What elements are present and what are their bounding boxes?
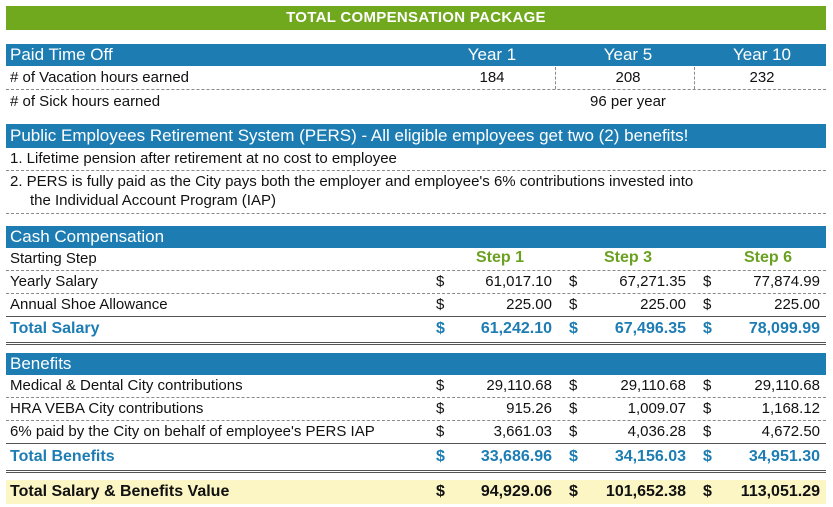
- shoe-allowance-step-1: 225.00: [506, 296, 552, 313]
- currency-symbol: $: [703, 423, 712, 440]
- yearly-salary-step-3: 67,271.35: [619, 273, 686, 290]
- shoe-allowance-step-6: 225.00: [774, 296, 820, 313]
- total-benefits-row: Total Benefits $ 33,686.96 $ 34,156.03 $…: [6, 446, 826, 473]
- step-1-header: Step 1: [475, 249, 524, 266]
- vacation-year-10: 232: [749, 69, 775, 86]
- pto-heading: Paid Time Off: [10, 45, 113, 64]
- currency-symbol: $: [703, 400, 712, 417]
- total-salary-step-1: 61,242.10: [480, 320, 552, 337]
- sick-label: # of Sick hours earned: [10, 93, 161, 110]
- benefits-heading: Benefits: [10, 354, 72, 373]
- vacation-year-5: 208: [615, 69, 641, 86]
- column-divider: [555, 67, 556, 89]
- shoe-allowance-label: Annual Shoe Allowance: [10, 296, 168, 313]
- total-salary-step-6: 78,099.99: [748, 320, 820, 337]
- pers-item-1-row: 1. Lifetime pension after retirement at …: [6, 148, 826, 171]
- total-benefits-step-6: 34,951.30: [748, 448, 820, 465]
- currency-symbol: $: [703, 320, 712, 337]
- currency-symbol: $: [436, 320, 445, 337]
- starting-step-label: Starting Step: [10, 250, 97, 267]
- pers-iap-step-1: 3,661.03: [493, 423, 552, 440]
- pers-item-2-line-1: 2. PERS is fully paid as the City pays b…: [10, 173, 694, 190]
- currency-symbol: $: [569, 296, 578, 313]
- pers-heading: Public Employees Retirement System (PERS…: [10, 126, 689, 145]
- medical-dental-step-3: 29,110.68: [620, 377, 686, 394]
- pers-iap-step-3: 4,036.28: [627, 423, 686, 440]
- hra-veba-step-1: 915.26: [506, 400, 552, 417]
- column-divider: [694, 67, 695, 89]
- hra-veba-step-6: 1,168.12: [761, 400, 820, 417]
- currency-symbol: $: [569, 423, 578, 440]
- currency-symbol: $: [569, 273, 578, 290]
- currency-symbol: $: [569, 320, 578, 337]
- medical-dental-step-1: 29,110.68: [486, 377, 552, 394]
- medical-dental-row: Medical & Dental City contributions $ 29…: [6, 375, 826, 398]
- currency-symbol: $: [436, 296, 445, 313]
- currency-symbol: $: [703, 448, 712, 465]
- currency-symbol: $: [569, 400, 578, 417]
- medical-dental-step-6: 29,110.68: [754, 377, 820, 394]
- grand-total-step-3: 101,652.38: [605, 483, 686, 500]
- year-5-header: Year 5: [603, 45, 653, 64]
- sick-row: # of Sick hours earned 96 per year: [6, 90, 826, 113]
- pers-iap-row: 6% paid by the City on behalf of employe…: [6, 421, 826, 444]
- currency-symbol: $: [703, 296, 712, 313]
- year-10-header: Year 10: [733, 45, 791, 64]
- vacation-row: # of Vacation hours earned 184 208 232: [6, 67, 826, 90]
- step-6-header: Step 6: [743, 249, 792, 266]
- shoe-allowance-row: Annual Shoe Allowance $ 225.00 $ 225.00 …: [6, 294, 826, 317]
- vacation-label: # of Vacation hours earned: [10, 69, 190, 86]
- medical-dental-label: Medical & Dental City contributions: [10, 377, 243, 394]
- total-benefits-step-1: 33,686.96: [480, 448, 552, 465]
- grand-total-step-6: 113,051.29: [740, 483, 820, 500]
- cash-heading: Cash Compensation: [10, 227, 165, 246]
- currency-symbol: $: [436, 423, 445, 440]
- currency-symbol: $: [436, 400, 445, 417]
- pers-iap-step-6: 4,672.50: [761, 423, 820, 440]
- currency-symbol: $: [436, 273, 445, 290]
- total-salary-step-3: 67,496.35: [614, 320, 686, 337]
- total-salary-row: Total Salary $ 61,242.10 $ 67,496.35 $ 7…: [6, 318, 826, 345]
- hra-veba-row: HRA VEBA City contributions $ 915.26 $ 1…: [6, 398, 826, 421]
- pers-item-2-row: 2. PERS is fully paid as the City pays b…: [6, 171, 826, 214]
- total-benefits-label: Total Benefits: [10, 448, 115, 465]
- currency-symbol: $: [436, 377, 445, 394]
- currency-symbol: $: [569, 448, 578, 465]
- hra-veba-label: HRA VEBA City contributions: [10, 400, 204, 417]
- starting-step-row: Starting Step Step 1 Step 3 Step 6: [6, 248, 826, 271]
- currency-symbol: $: [436, 448, 445, 465]
- grand-total-step-1: 94,929.06: [480, 483, 552, 500]
- currency-symbol: $: [436, 483, 445, 500]
- total-benefits-step-3: 34,156.03: [614, 448, 686, 465]
- currency-symbol: $: [703, 377, 712, 394]
- shoe-allowance-step-3: 225.00: [640, 296, 686, 313]
- cash-header: Cash Compensation: [6, 226, 826, 248]
- year-1-header: Year 1: [467, 45, 517, 64]
- pers-item-1: 1. Lifetime pension after retirement at …: [10, 150, 397, 167]
- pers-header: Public Employees Retirement System (PERS…: [6, 124, 826, 148]
- yearly-salary-row: Yearly Salary $ 61,017.10 $ 67,271.35 $ …: [6, 271, 826, 294]
- yearly-salary-step-1: 61,017.10: [485, 273, 552, 290]
- vacation-year-1: 184: [479, 69, 505, 86]
- yearly-salary-label: Yearly Salary: [10, 273, 98, 290]
- step-3-header: Step 3: [603, 249, 652, 266]
- hra-veba-step-3: 1,009.07: [627, 400, 686, 417]
- grand-total-row: Total Salary & Benefits Value $ 94,929.0…: [6, 480, 826, 504]
- total-salary-label: Total Salary: [10, 320, 100, 337]
- currency-symbol: $: [569, 377, 578, 394]
- pers-item-2-line-2: the Individual Account Program (IAP): [30, 192, 276, 209]
- page-title: TOTAL COMPENSATION PACKAGE: [6, 6, 826, 30]
- currency-symbol: $: [569, 483, 578, 500]
- currency-symbol: $: [703, 483, 712, 500]
- yearly-salary-step-6: 77,874.99: [753, 273, 820, 290]
- pers-iap-label: 6% paid by the City on behalf of employe…: [10, 423, 375, 440]
- pto-header: Paid Time Off Year 1 Year 5 Year 10: [6, 44, 826, 66]
- sick-value: 96 per year: [590, 93, 666, 110]
- grand-total-label: Total Salary & Benefits Value: [10, 483, 230, 500]
- currency-symbol: $: [703, 273, 712, 290]
- benefits-header: Benefits: [6, 353, 826, 375]
